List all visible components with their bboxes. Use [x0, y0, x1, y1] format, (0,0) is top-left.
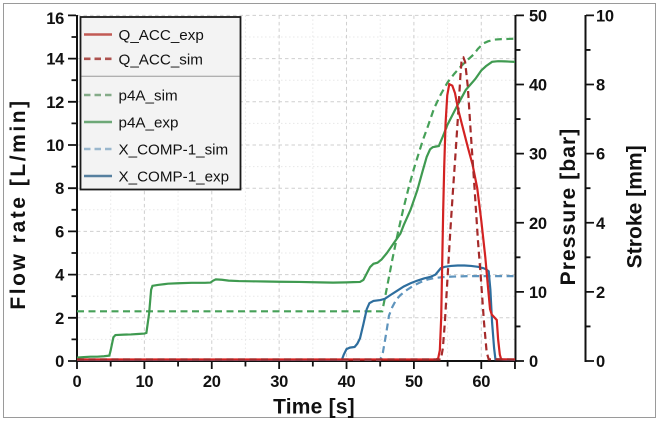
svg-text:10: 10	[135, 373, 153, 391]
svg-text:6: 6	[55, 223, 64, 241]
svg-text:Time [s]: Time [s]	[273, 396, 355, 419]
svg-text:50: 50	[529, 7, 547, 25]
svg-text:20: 20	[203, 373, 221, 391]
svg-text:40: 40	[338, 373, 356, 391]
svg-text:20: 20	[529, 215, 547, 233]
svg-text:X_COMP-1_sim: X_COMP-1_sim	[119, 142, 229, 159]
svg-text:30: 30	[270, 373, 288, 391]
svg-text:10: 10	[46, 137, 64, 155]
svg-text:p4A_exp: p4A_exp	[119, 115, 179, 132]
svg-text:12: 12	[46, 94, 64, 112]
svg-text:0: 0	[73, 373, 82, 391]
svg-text:60: 60	[472, 373, 490, 391]
svg-text:6: 6	[596, 146, 605, 164]
svg-text:2: 2	[596, 284, 605, 302]
svg-text:4: 4	[596, 215, 606, 233]
svg-text:Stroke [mm]: Stroke [mm]	[624, 145, 647, 268]
svg-text:30: 30	[529, 146, 547, 164]
svg-text:8: 8	[55, 180, 64, 198]
svg-text:10: 10	[529, 284, 547, 302]
svg-text:Q_ACC_sim: Q_ACC_sim	[119, 51, 203, 68]
svg-text:2: 2	[55, 310, 64, 328]
svg-text:0: 0	[596, 353, 605, 371]
svg-text:X_COMP-1_exp: X_COMP-1_exp	[119, 169, 230, 186]
svg-text:p4A_sim: p4A_sim	[119, 88, 178, 105]
svg-text:0: 0	[55, 353, 64, 371]
svg-text:14: 14	[46, 51, 65, 69]
svg-text:40: 40	[529, 77, 547, 95]
svg-text:8: 8	[596, 77, 605, 95]
svg-text:10: 10	[596, 7, 614, 25]
svg-text:Pressure [bar]: Pressure [bar]	[557, 128, 580, 286]
svg-text:0: 0	[529, 353, 538, 371]
svg-text:16: 16	[46, 10, 64, 28]
svg-text:50: 50	[405, 373, 423, 391]
svg-text:Flow rate [L/min]: Flow rate [L/min]	[7, 98, 30, 309]
svg-text:4: 4	[55, 267, 65, 285]
svg-text:Q_ACC_exp: Q_ACC_exp	[119, 27, 204, 44]
